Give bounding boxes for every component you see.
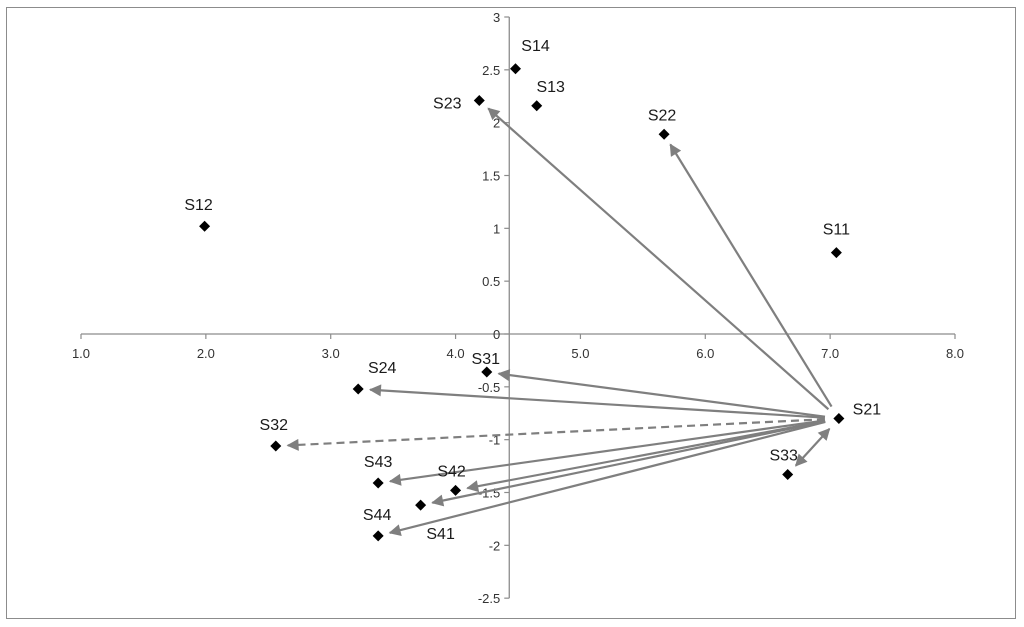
arrows-layer	[286, 107, 833, 537]
point-s42	[450, 484, 462, 496]
arrow-s21-s43	[388, 419, 826, 486]
point-s43	[372, 477, 384, 489]
point-label-s24: S24	[368, 360, 397, 377]
point-s33	[782, 469, 794, 481]
arrow-s21-s33	[794, 427, 831, 467]
arrow-s21-s24	[368, 384, 825, 419]
y-tick-label: -2	[489, 538, 501, 553]
point-label-s22: S22	[648, 107, 677, 124]
arrow-s21-s22	[669, 143, 833, 408]
y-tick-label: 0	[493, 327, 500, 342]
y-tick-label: -0.5	[478, 380, 500, 395]
point-label-s11: S11	[823, 222, 850, 239]
arrow-s21-s23	[487, 107, 830, 411]
y-tick-label: -2.5	[478, 591, 500, 606]
point-s24	[352, 383, 364, 395]
point-s21	[833, 413, 845, 425]
y-tick-label: 0.5	[482, 274, 500, 289]
point-s32	[270, 440, 282, 452]
point-s11	[830, 247, 842, 259]
x-tick-label: 5.0	[571, 346, 589, 361]
point-label-s33: S33	[769, 448, 798, 465]
y-tick-label: 2.5	[482, 63, 500, 78]
arrow-s21-s41	[431, 420, 826, 507]
point-s41	[415, 499, 427, 511]
point-label-s44: S44	[363, 507, 392, 524]
point-label-s23: S23	[433, 95, 462, 112]
x-tick-label: 3.0	[322, 346, 340, 361]
point-s23	[473, 94, 485, 106]
arrow-s21-s31	[497, 369, 826, 418]
point-s31	[481, 366, 493, 378]
x-tick-label: 6.0	[696, 346, 714, 361]
point-s12	[199, 220, 211, 232]
point-label-s14: S14	[521, 38, 550, 55]
y-tick-label: -1	[489, 433, 501, 448]
y-tick-label: 3	[493, 10, 500, 25]
point-label-s31: S31	[472, 351, 501, 368]
x-tick-label: 4.0	[447, 346, 465, 361]
arrow-s21-s32	[286, 418, 825, 451]
x-tick-label: 7.0	[821, 346, 839, 361]
y-tick-label: 1.5	[482, 169, 500, 184]
point-s13	[531, 100, 543, 112]
x-tick-label: 8.0	[946, 346, 964, 361]
arrow-s21-s42	[466, 420, 826, 493]
x-tick-label: 1.0	[72, 346, 90, 361]
x-tick-label: 2.0	[197, 346, 215, 361]
point-label-s32: S32	[260, 417, 289, 434]
y-tick-label: 1	[493, 221, 500, 236]
arrow-s21-s44	[388, 420, 826, 537]
point-s14	[510, 63, 522, 75]
point-label-s41: S41	[426, 526, 455, 543]
point-label-s42: S42	[437, 463, 466, 480]
chart-frame	[6, 7, 1016, 619]
point-s44	[372, 530, 384, 542]
y-tick-label: 2	[493, 116, 500, 131]
points-layer: S11 S12 S13 S14 S21 S22 S23 S24 S31 S32 S33 S41 S42 S…	[184, 38, 881, 543]
point-label-s43: S43	[364, 454, 393, 471]
point-label-s13: S13	[536, 79, 565, 96]
axes: 1.0 2.0 3.0 4.0 5.0 6.0 7.0 8.0 3 2.5 2 1.5 1 0.5 0 -0.…	[72, 10, 964, 606]
point-label-s21: S21	[853, 402, 882, 419]
point-s22	[658, 128, 670, 140]
point-label-s12: S12	[184, 197, 213, 214]
